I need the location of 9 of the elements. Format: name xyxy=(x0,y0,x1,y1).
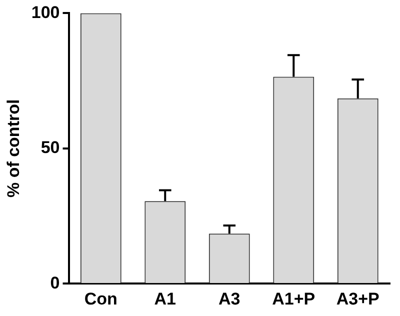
y-tick-label: 100 xyxy=(31,2,60,22)
x-tick-label: A3 xyxy=(218,289,240,308)
y-axis-title: % of control xyxy=(4,99,23,198)
x-tick-label: Con xyxy=(84,289,118,308)
y-tick-label: 0 xyxy=(50,273,60,292)
x-tick-label: A1 xyxy=(154,289,176,308)
x-tick-label: A1+P xyxy=(272,289,316,308)
x-tick-label: A3+P xyxy=(336,289,380,308)
y-tick-label: 50 xyxy=(40,138,60,158)
